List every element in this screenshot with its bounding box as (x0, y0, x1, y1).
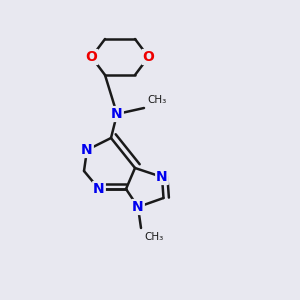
Text: CH₃: CH₃ (144, 232, 163, 242)
Text: CH₃: CH₃ (147, 95, 166, 105)
Text: N: N (111, 107, 123, 121)
Text: O: O (142, 50, 154, 64)
Text: N: N (93, 182, 105, 196)
Text: O: O (85, 50, 98, 64)
Text: N: N (156, 170, 168, 184)
Text: N: N (81, 143, 93, 157)
Text: N: N (132, 200, 144, 214)
